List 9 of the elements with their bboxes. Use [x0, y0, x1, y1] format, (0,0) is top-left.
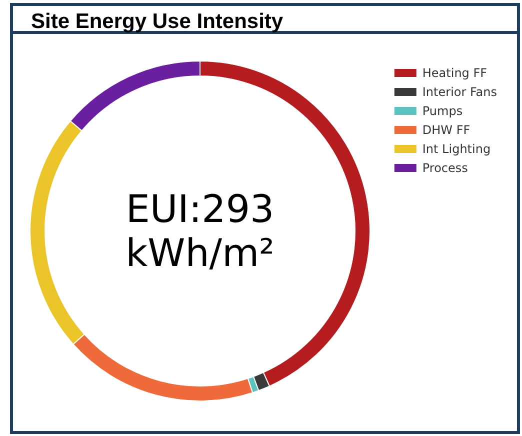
legend-label: Int Lighting: [422, 142, 491, 156]
legend-label: Interior Fans: [422, 85, 498, 99]
chart-title: Site Energy Use Intensity: [31, 10, 284, 33]
text: EUI:293: [126, 187, 274, 231]
legend-label: DHW FF: [422, 123, 470, 137]
text: kWh/m²: [126, 231, 274, 275]
legend-label: Heating FF: [422, 66, 488, 80]
legend-label: Process: [422, 161, 468, 175]
legend-label: Pumps: [422, 104, 463, 118]
